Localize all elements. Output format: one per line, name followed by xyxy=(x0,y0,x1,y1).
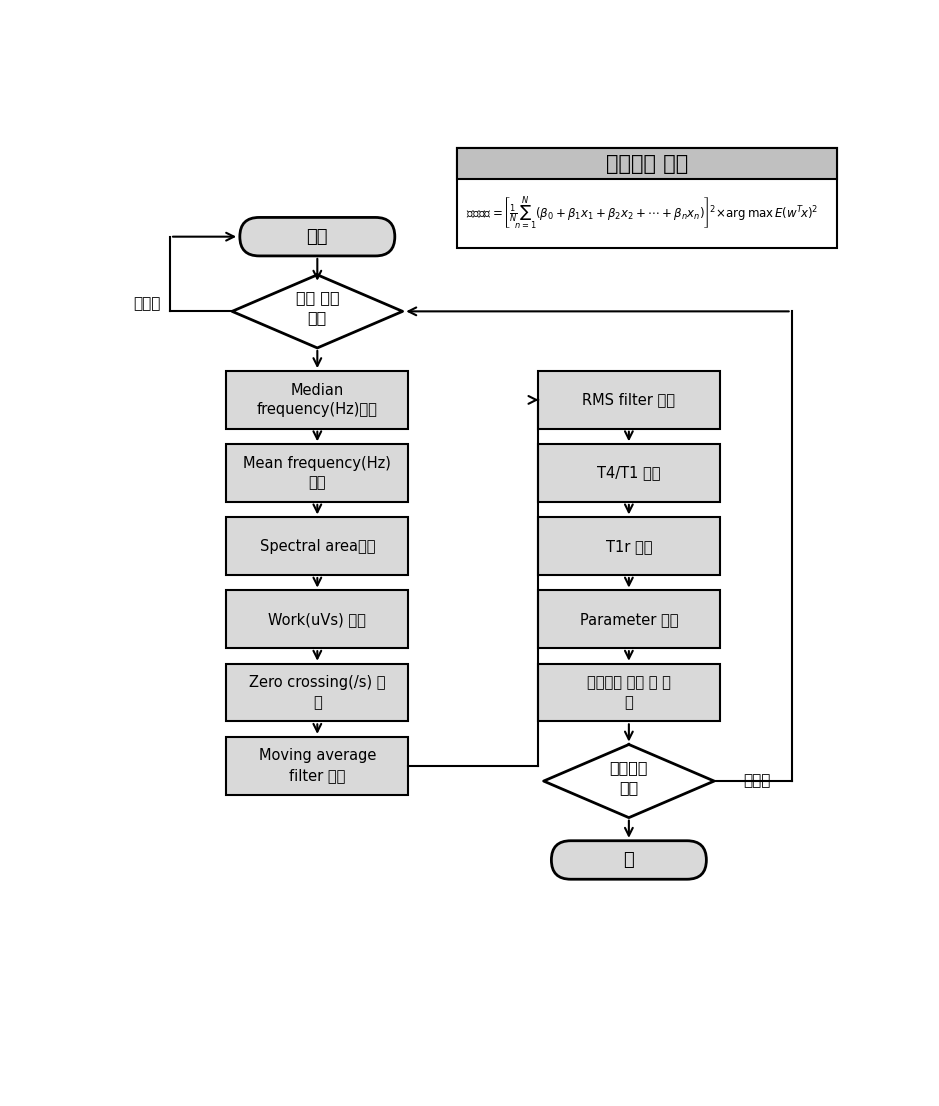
FancyBboxPatch shape xyxy=(551,841,706,879)
Text: RMS filter 획득: RMS filter 획득 xyxy=(582,393,675,407)
FancyBboxPatch shape xyxy=(226,371,408,429)
Text: 마취심도 수식: 마취심도 수식 xyxy=(606,154,688,174)
FancyBboxPatch shape xyxy=(538,371,720,429)
Text: 시작: 시작 xyxy=(306,228,328,246)
Text: Work(uVs) 획득: Work(uVs) 획득 xyxy=(269,612,366,627)
Text: T4/T1 획득: T4/T1 획득 xyxy=(597,466,661,481)
Text: Moving average
filter 획득: Moving average filter 획득 xyxy=(258,749,376,783)
FancyBboxPatch shape xyxy=(538,591,720,648)
FancyBboxPatch shape xyxy=(226,445,408,502)
FancyBboxPatch shape xyxy=(457,148,837,179)
Text: 끝: 끝 xyxy=(623,851,634,869)
Text: Spectral area획득: Spectral area획득 xyxy=(259,539,375,554)
Text: 마취심도$=\!\left[\frac{1}{N}\!\sum_{n=1}^{N}(\beta_0+\beta_1 x_1+\beta_2 x_2+\cdots: 마취심도$=\!\left[\frac{1}{N}\!\sum_{n=1}^{N… xyxy=(466,195,819,232)
FancyBboxPatch shape xyxy=(457,148,837,248)
FancyBboxPatch shape xyxy=(538,445,720,502)
Text: Median
frequency(Hz)획득: Median frequency(Hz)획득 xyxy=(257,383,377,417)
Text: 아니오: 아니오 xyxy=(743,773,770,789)
Text: 신호 입력
확인: 신호 입력 확인 xyxy=(296,290,339,325)
Text: Mean frequency(Hz)
획득: Mean frequency(Hz) 획득 xyxy=(243,456,392,490)
FancyBboxPatch shape xyxy=(226,737,408,794)
Polygon shape xyxy=(232,274,403,348)
FancyBboxPatch shape xyxy=(226,591,408,648)
Text: T1r 획득: T1r 획득 xyxy=(606,539,652,554)
FancyBboxPatch shape xyxy=(538,518,720,575)
Text: Parameter 산출: Parameter 산출 xyxy=(579,612,678,627)
Text: Zero crossing(/s) 획
득: Zero crossing(/s) 획 득 xyxy=(249,675,386,710)
FancyBboxPatch shape xyxy=(226,664,408,721)
FancyBboxPatch shape xyxy=(538,664,720,721)
Text: 아니오: 아니오 xyxy=(133,296,161,311)
FancyBboxPatch shape xyxy=(226,518,408,575)
Text: 마취심도 계산 및 출
력: 마취심도 계산 및 출 력 xyxy=(587,675,670,710)
Polygon shape xyxy=(544,744,715,817)
Text: 프로그램
종료: 프로그램 종료 xyxy=(609,760,648,794)
FancyBboxPatch shape xyxy=(239,218,394,255)
